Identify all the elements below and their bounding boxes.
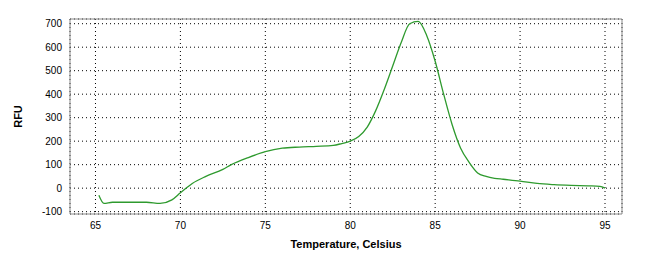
svg-text:90: 90 <box>515 220 527 231</box>
svg-text:75: 75 <box>260 220 272 231</box>
svg-text:500: 500 <box>45 65 62 76</box>
svg-text:400: 400 <box>45 89 62 100</box>
svg-text:95: 95 <box>599 220 611 231</box>
svg-text:-100: -100 <box>42 206 62 217</box>
svg-text:200: 200 <box>45 136 62 147</box>
svg-text:85: 85 <box>430 220 442 231</box>
svg-text:600: 600 <box>45 42 62 53</box>
svg-text:700: 700 <box>45 18 62 29</box>
svg-text:70: 70 <box>175 220 187 231</box>
svg-text:300: 300 <box>45 112 62 123</box>
svg-text:80: 80 <box>345 220 357 231</box>
svg-text:65: 65 <box>90 220 102 231</box>
svg-text:Temperature, Celsius: Temperature, Celsius <box>290 238 401 250</box>
svg-text:0: 0 <box>56 183 62 194</box>
svg-text:RFU: RFU <box>12 105 24 128</box>
svg-text:100: 100 <box>45 159 62 170</box>
